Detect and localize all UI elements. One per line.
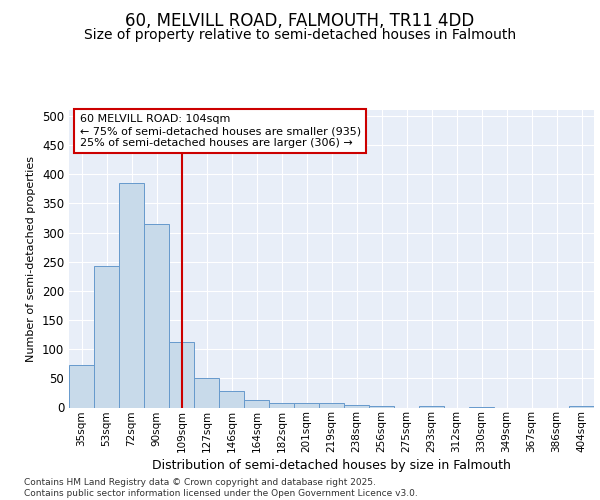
Text: 60, MELVILL ROAD, FALMOUTH, TR11 4DD: 60, MELVILL ROAD, FALMOUTH, TR11 4DD (125, 12, 475, 30)
Bar (169, 342, 194, 407)
Bar (469, 407, 494, 408)
Bar (194, 378, 219, 408)
X-axis label: Distribution of semi-detached houses by size in Falmouth: Distribution of semi-detached houses by … (152, 460, 511, 472)
Text: 60 MELVILL ROAD: 104sqm
← 75% of semi-detached houses are smaller (935)
25% of s: 60 MELVILL ROAD: 104sqm ← 75% of semi-de… (79, 114, 361, 148)
Bar (119, 183, 144, 408)
Bar (369, 406, 394, 408)
Bar (144, 224, 169, 408)
Text: Size of property relative to semi-detached houses in Falmouth: Size of property relative to semi-detach… (84, 28, 516, 42)
Bar (219, 390, 244, 407)
Bar (319, 403, 344, 407)
Bar (569, 406, 594, 407)
Bar (94, 266, 119, 408)
Bar (244, 400, 269, 407)
Bar (69, 365, 94, 408)
Bar (419, 406, 444, 408)
Text: Contains HM Land Registry data © Crown copyright and database right 2025.
Contai: Contains HM Land Registry data © Crown c… (24, 478, 418, 498)
Bar (269, 404, 294, 407)
Y-axis label: Number of semi-detached properties: Number of semi-detached properties (26, 156, 37, 362)
Bar (294, 404, 319, 407)
Bar (344, 404, 369, 407)
